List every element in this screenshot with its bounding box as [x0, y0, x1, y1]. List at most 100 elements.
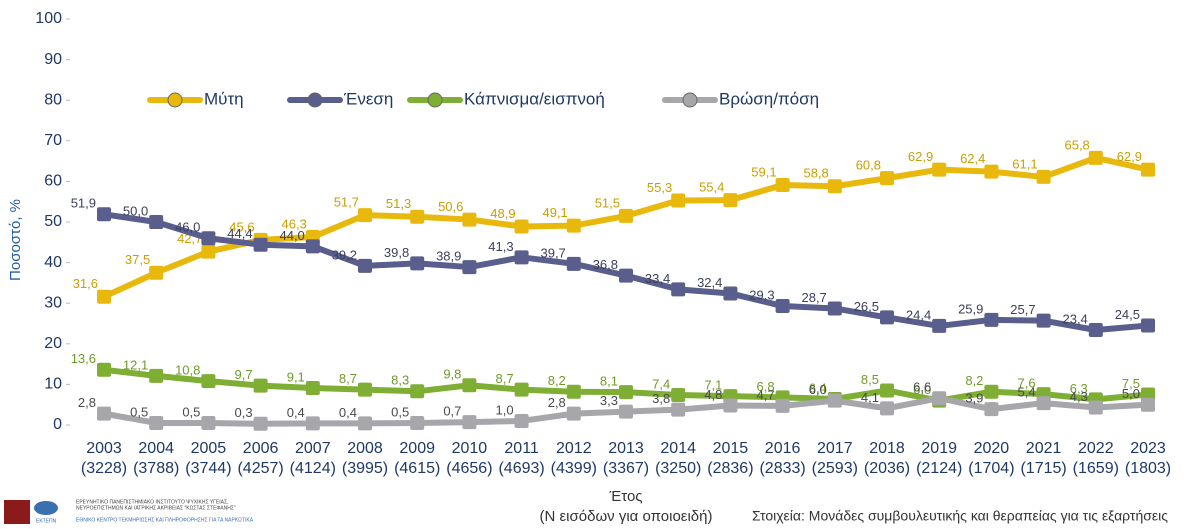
data-label: 36,8 — [593, 257, 618, 272]
data-label: 55,4 — [699, 180, 724, 195]
marker — [514, 413, 529, 428]
x-tick-label: 2015 — [713, 440, 749, 457]
x-tick-sublabel: (4656) — [446, 460, 492, 477]
data-label: 32,4 — [697, 275, 722, 290]
marker — [827, 393, 842, 408]
data-label: 8,7 — [339, 371, 357, 386]
data-label: 24,5 — [1115, 307, 1140, 322]
data-label: 61,1 — [1012, 156, 1037, 171]
y-tick-label: 20 — [44, 335, 62, 352]
data-label: 0,5 — [130, 404, 148, 419]
data-label: 6,0 — [809, 382, 827, 397]
x-tick-label: 2019 — [921, 440, 957, 457]
source: Στοιχεία: Μονάδες συμβουλευτικής και θερ… — [752, 508, 1168, 524]
x-tick-label: 2021 — [1026, 440, 1062, 457]
data-label: 0,5 — [182, 404, 200, 419]
legend-marker — [307, 92, 323, 108]
marker — [619, 385, 633, 400]
marker — [514, 382, 529, 397]
data-label: 3,8 — [652, 391, 670, 406]
data-label: 33,4 — [645, 271, 670, 286]
y-tick-label: 80 — [44, 91, 62, 108]
data-label: 62,9 — [908, 149, 933, 164]
data-label: 7,4 — [652, 376, 670, 391]
marker — [201, 244, 216, 259]
data-label: 3,3 — [600, 393, 618, 408]
marker — [1088, 322, 1103, 337]
logo-text: ΕΡΕΥΝΗΤΙΚΟ ΠΑΝΕΠΙΣΤΗΜΙΑΚΟ ΙΝΣΤΙΤΟΥΤΟ ΨΥΧ… — [76, 499, 228, 505]
marker — [566, 384, 581, 399]
data-label: 0,4 — [339, 405, 357, 420]
marker — [775, 398, 790, 413]
x-tick-sublabel: (4257) — [237, 460, 283, 477]
x-tick-label: 2014 — [660, 440, 696, 457]
marker — [1036, 169, 1051, 184]
marker — [566, 256, 581, 271]
data-label: 8,1 — [600, 374, 618, 389]
data-label: 44,4 — [227, 226, 252, 241]
data-label: 55,3 — [647, 180, 672, 195]
x-tick-sublabel: (2124) — [916, 460, 962, 477]
data-label: 13,6 — [71, 351, 96, 366]
data-label: 6,8 — [757, 379, 775, 394]
x-axis-label: Έτος — [608, 488, 642, 505]
marker — [149, 265, 164, 280]
x-tick-label: 2006 — [243, 440, 279, 457]
data-label: 44,0 — [279, 228, 304, 243]
marker — [253, 416, 268, 431]
data-label: 38,9 — [436, 249, 461, 264]
data-label: 8,2 — [548, 373, 566, 388]
legend-marker — [167, 92, 183, 108]
marker — [149, 368, 164, 383]
data-label: 8,2 — [965, 373, 983, 388]
data-label: 2,8 — [78, 395, 96, 410]
data-label: 0,3 — [235, 405, 253, 420]
y-tick-label: 50 — [44, 213, 62, 230]
data-label: 0,7 — [443, 404, 461, 419]
x-tick-sublabel: (2836) — [707, 460, 753, 477]
marker — [253, 378, 268, 393]
x-tick-sublabel: (4124) — [290, 460, 336, 477]
x-tick-label: 2007 — [295, 440, 331, 457]
x-tick-label: 2020 — [974, 440, 1010, 457]
legend-label: Βρώση/πόση — [719, 89, 819, 108]
data-label: 2,8 — [548, 395, 566, 410]
marker — [201, 415, 216, 430]
x-tick-sublabel: (2593) — [812, 460, 858, 477]
marker — [1088, 150, 1103, 165]
marker — [723, 286, 738, 301]
data-label: 4,3 — [1070, 389, 1088, 404]
marker — [880, 383, 894, 398]
marker — [723, 398, 738, 413]
data-label: 62,9 — [1117, 149, 1142, 164]
marker — [149, 215, 164, 229]
data-label: 0,4 — [287, 405, 305, 420]
x-tick-label: 2012 — [556, 440, 592, 457]
legend-marker — [682, 92, 698, 108]
marker — [619, 404, 633, 419]
data-label: 0,5 — [391, 404, 409, 419]
data-label: 37,5 — [125, 252, 150, 267]
marker — [932, 391, 947, 406]
y-tick-label: 100 — [35, 10, 62, 27]
data-label: 29,3 — [749, 287, 774, 302]
logo — [34, 501, 58, 515]
data-label: 50,0 — [123, 203, 148, 218]
marker — [671, 387, 686, 402]
marker — [671, 193, 686, 208]
data-label: 58,8 — [803, 166, 828, 181]
data-label: 31,6 — [73, 276, 98, 291]
x-tick-label: 2018 — [869, 440, 905, 457]
marker — [462, 260, 477, 275]
data-label: 1,0 — [496, 402, 514, 417]
data-label: 9,8 — [443, 367, 461, 382]
data-label: 6,4 — [809, 380, 827, 395]
marker — [775, 178, 790, 193]
y-tick-label: 60 — [44, 173, 62, 190]
data-label: 4,7 — [757, 387, 775, 402]
data-label: 41,3 — [488, 239, 513, 254]
data-label: 62,4 — [960, 151, 985, 166]
data-label: 51,3 — [386, 196, 411, 211]
logo-text: ΝΕΥΡΟΕΠΙΣΤΗΜΩΝ ΚΑΙ ΙΑΤΡΙΚΗΣ ΑΚΡΙΒΕΙΑΣ "Κ… — [76, 505, 236, 511]
